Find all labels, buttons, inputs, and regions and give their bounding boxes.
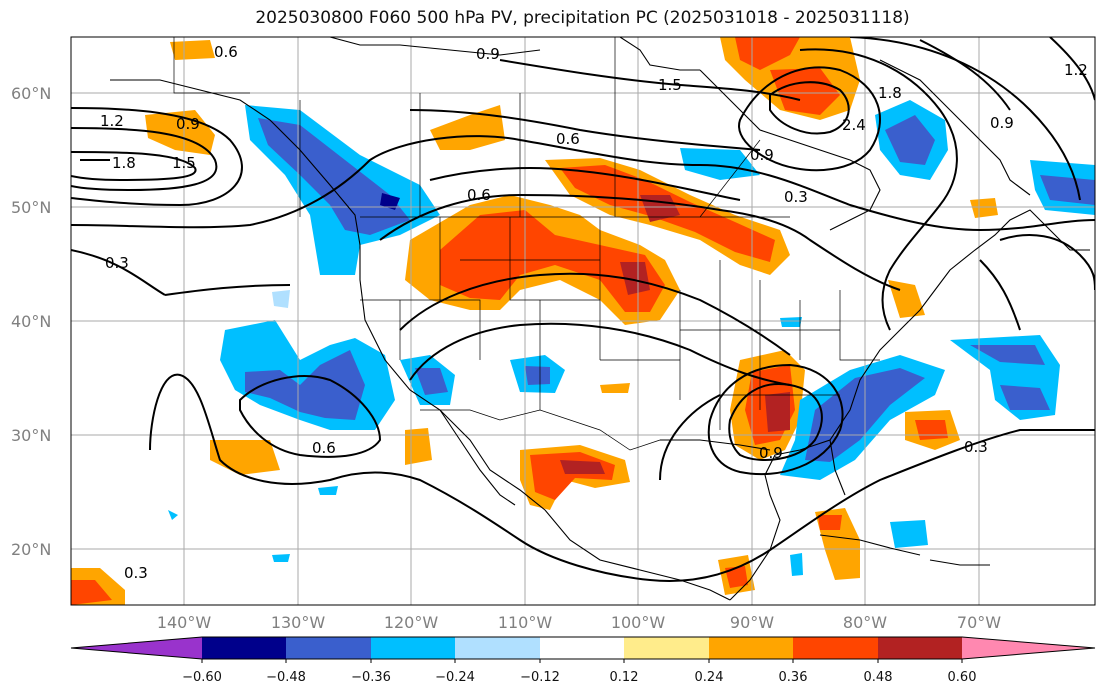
colorbar-tick-label: 0.12 [610,670,639,685]
lon-label: 80°W [843,613,887,632]
colorbar-extend-high [962,637,1095,659]
contour-label: 0.3 [784,188,808,206]
lon-label: 130°W [271,613,326,632]
contour-label: 0.9 [990,114,1014,132]
lon-label: 140°W [157,613,212,632]
colorbar-tick-label: 0.60 [948,670,977,685]
lon-label: 100°W [611,613,666,632]
contour-label: 1.2 [1064,61,1088,79]
colorbar-tick-label: 0.24 [695,670,724,685]
lon-label: 90°W [730,613,774,632]
latitude-labels: 60°N 50°N 40°N 30°N 20°N [11,84,51,559]
contour-label: 0.9 [176,115,200,133]
contour-label: 0.3 [964,438,988,456]
contour-label: 0.6 [467,186,491,204]
map-title: 2025030800 F060 500 hPa PV, precipitatio… [255,8,910,28]
colorbar-cell [624,637,709,659]
colorbar-tick-label: −0.12 [520,670,560,685]
contour-label: 0.9 [476,45,500,63]
contour-label: 0.9 [750,146,774,164]
lat-label: 20°N [11,540,51,559]
map-border [70,36,1096,606]
colorbar-labels: −0.60 −0.48 −0.36 −0.24 −0.12 0.12 0.24 … [182,670,976,685]
contour-label: 0.9 [759,444,783,462]
contour-label: 1.8 [112,154,136,172]
colorbar-cell [455,637,540,659]
colorbar-tick-label: −0.60 [182,670,222,685]
colorbar [70,636,1096,663]
contour-label: 1.2 [100,112,124,130]
colorbar-cell [793,637,878,659]
lon-label: 110°W [498,613,553,632]
colorbar-cell [540,637,624,659]
lat-label: 40°N [11,312,51,331]
colorbar-tick-label: −0.24 [435,670,475,685]
colorbar-cell [371,637,455,659]
colorbar-tick-label: −0.36 [351,670,391,685]
colorbar-cell [202,637,286,659]
colorbar-cell [709,637,793,659]
contour-label: 1.5 [658,76,682,94]
contour-label: 0.6 [556,130,580,148]
contour-label: 2.4 [842,116,866,134]
colorbar-tick-label: 0.36 [779,670,808,685]
lon-label: 120°W [384,613,439,632]
lat-label: 60°N [11,84,51,103]
contour-label: 0.6 [312,439,336,457]
coastlines [110,37,1090,601]
colorbar-tick-label: −0.48 [266,670,306,685]
contour-label: 0.6 [214,43,238,61]
contour-label: 1.8 [878,84,902,102]
longitude-labels: 140°W 130°W 120°W 110°W 100°W 90°W 80°W … [157,613,1001,632]
contour-label: 1.5 [172,154,196,172]
contour-label: 0.3 [124,564,148,582]
colorbar-tick-label: 0.48 [864,670,893,685]
pv-contours [71,37,1095,582]
colorbar-cell [286,637,371,659]
lat-label: 30°N [11,426,51,445]
colorbar-cell [878,637,962,659]
colorbar-extend-low [71,637,202,659]
lat-label: 50°N [11,198,51,217]
contour-label-group: 0.6 0.9 1.5 1.2 0.9 1.8 1.5 0.6 0.9 0.3 … [100,43,1088,582]
contour-label: 0.3 [105,254,129,272]
political-borders [173,37,880,451]
lon-label: 70°W [957,613,1001,632]
